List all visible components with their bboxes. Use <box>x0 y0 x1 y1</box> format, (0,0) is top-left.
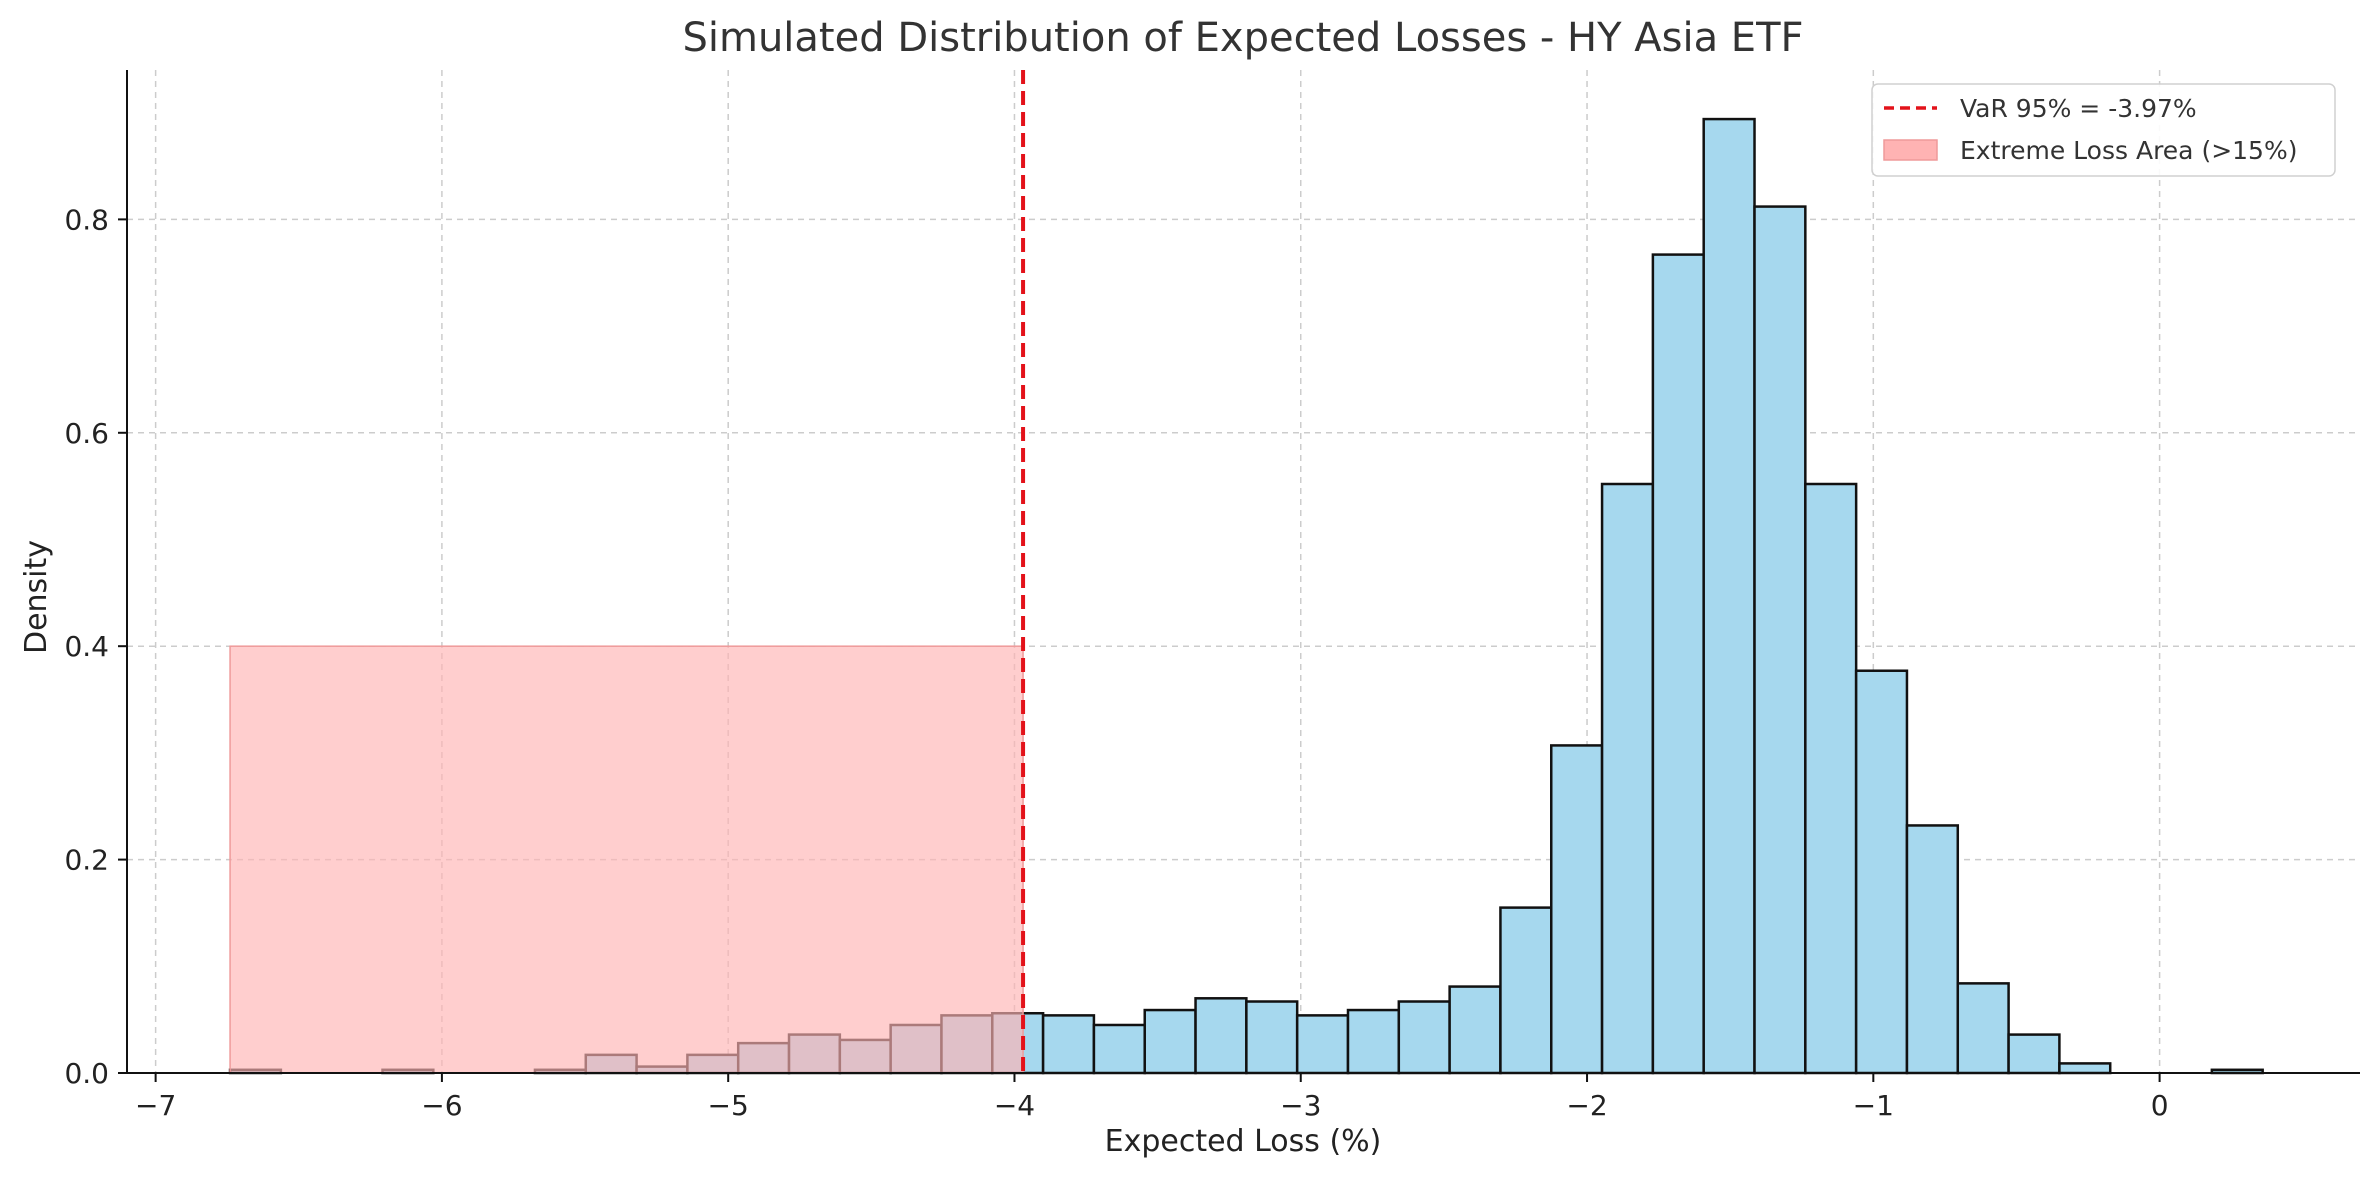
histogram-bar <box>1397 1000 1451 1075</box>
histogram-bar <box>1804 482 1858 1075</box>
y-tick-label: 0.6 <box>64 417 109 450</box>
chart-title: Simulated Distribution of Expected Losse… <box>682 15 1803 61</box>
histogram-bar <box>2007 1033 2061 1075</box>
legend-box <box>1871 83 2336 177</box>
x-tick-label: −2 <box>1566 1089 1607 1122</box>
histogram-bar <box>1702 117 1756 1075</box>
y-axis-label: Density <box>19 540 54 654</box>
histogram-bar <box>1143 1008 1197 1075</box>
histogram-bar <box>1854 669 1909 1075</box>
y-tick-label: 0.4 <box>64 630 109 663</box>
x-tick-label: −1 <box>1853 1089 1894 1122</box>
x-tick-label: −7 <box>135 1089 176 1122</box>
extreme-loss-area <box>229 645 1024 1074</box>
histogram-bar <box>2058 1062 2112 1075</box>
y-tick-label: 0.2 <box>64 844 109 877</box>
histogram-bar <box>1448 985 1502 1075</box>
x-ticks: −7 −6 −5 −4 −3 −2 −1 0 <box>135 1073 2169 1122</box>
extreme-loss-area-overlay <box>229 645 1024 1074</box>
legend-area-label: Extreme Loss Area (>15%) <box>1960 136 2297 165</box>
histogram-bar <box>1499 906 1553 1075</box>
legend: VaR 95% = -3.97% Extreme Loss Area (>15%… <box>1871 83 2336 177</box>
legend-var-label: VaR 95% = -3.97% <box>1960 94 2197 123</box>
histogram-bar <box>1550 744 1604 1075</box>
x-axis-label: Expected Loss (%) <box>1105 1124 1382 1159</box>
histogram-bar <box>1651 253 1705 1075</box>
legend-area-swatch <box>1883 139 1938 161</box>
y-tick-label: 0.0 <box>64 1057 109 1090</box>
histogram-bar <box>1295 1014 1350 1075</box>
axes <box>126 70 2360 1074</box>
histogram-bar <box>1245 1000 1299 1075</box>
x-tick-label: −6 <box>421 1089 462 1122</box>
grid <box>127 70 2360 1073</box>
histogram-bar <box>1905 824 1960 1075</box>
histogram-bar <box>1956 982 2010 1075</box>
x-tick-label: −5 <box>708 1089 749 1122</box>
y-tick-label: 0.8 <box>64 203 109 236</box>
histogram-bar <box>1346 1008 1401 1075</box>
histogram-bar <box>1194 997 1248 1075</box>
histogram-bar <box>1600 482 1655 1075</box>
histogram-bar <box>1753 205 1807 1075</box>
y-ticks: 0.0 0.2 0.4 0.6 0.8 <box>64 203 127 1090</box>
histogram-bar <box>1092 1023 1146 1075</box>
x-tick-label: −4 <box>994 1089 1035 1122</box>
x-tick-label: −3 <box>1280 1089 1321 1122</box>
x-tick-label: 0 <box>2151 1089 2169 1122</box>
histogram-bar <box>1041 1014 1096 1075</box>
